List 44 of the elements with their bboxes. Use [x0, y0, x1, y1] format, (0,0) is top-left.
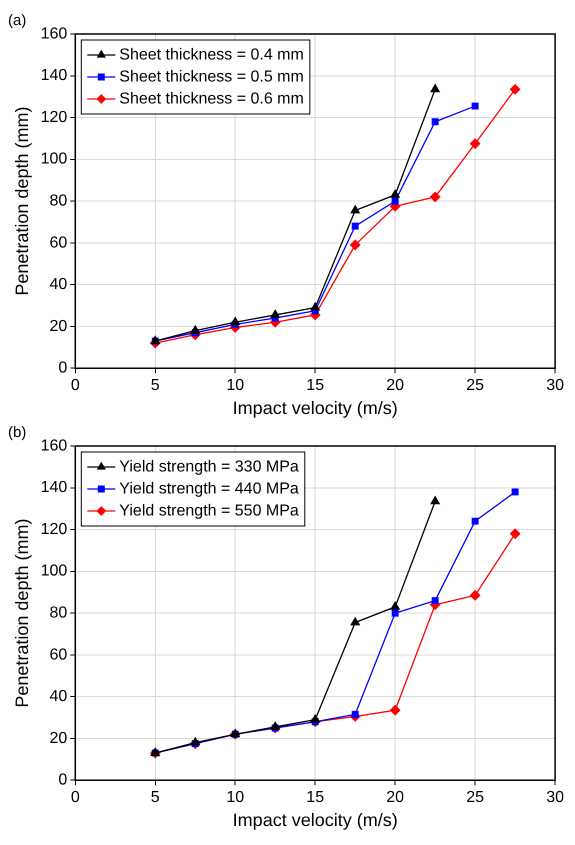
x-tick-label: 30 — [546, 377, 564, 394]
x-tick-label: 25 — [466, 789, 484, 806]
y-axis-title: Penetration depth (mm) — [12, 518, 32, 708]
x-tick-label: 15 — [306, 377, 324, 394]
legend-label: Yield strength = 550 MPa — [119, 502, 299, 520]
y-tick-label: 100 — [40, 150, 68, 168]
y-tick-label: 20 — [50, 318, 68, 335]
x-axis-title: Impact velocity (m/s) — [232, 398, 398, 418]
y-tick-label: 60 — [50, 646, 68, 664]
x-tick-label: 25 — [466, 377, 484, 394]
x-axis-title: Impact velocity (m/s) — [232, 810, 398, 830]
y-tick-label: 160 — [40, 25, 68, 42]
x-tick-label: 20 — [386, 789, 404, 806]
legend-label: Sheet thickness = 0.5 mm — [119, 68, 304, 86]
x-tick-label: 5 — [150, 789, 160, 806]
legend-label: Yield strength = 440 MPa — [119, 480, 299, 498]
y-tick-label: 120 — [40, 108, 68, 126]
y-axis-title: Penetration depth (mm) — [12, 106, 32, 296]
y-tick-label: 140 — [40, 479, 68, 496]
legend-label: Yield strength = 330 MPa — [119, 458, 299, 476]
y-tick-label: 140 — [40, 67, 68, 84]
legend-label: Sheet thickness = 0.6 mm — [119, 90, 304, 108]
y-tick-label: 40 — [50, 276, 68, 294]
y-tick-label: 120 — [40, 520, 68, 538]
x-tick-label: 10 — [226, 789, 244, 806]
chart-title: (a) — [8, 12, 26, 30]
y-tick-label: 80 — [50, 604, 68, 622]
y-tick-label: 100 — [40, 562, 68, 580]
x-tick-label: 15 — [306, 789, 324, 806]
x-tick-label: 0 — [70, 789, 80, 806]
legend-label: Sheet thickness = 0.4 mm — [119, 46, 304, 64]
y-tick-label: 80 — [50, 192, 68, 210]
y-tick-label: 0 — [58, 772, 68, 789]
y-tick-label: 160 — [40, 437, 68, 454]
y-tick-label: 0 — [58, 360, 68, 377]
y-tick-label: 60 — [50, 234, 68, 252]
y-tick-label: 20 — [50, 730, 68, 747]
y-tick-label: 40 — [50, 688, 68, 706]
x-tick-label: 0 — [70, 377, 80, 394]
x-tick-label: 30 — [546, 789, 564, 806]
x-tick-label: 20 — [386, 377, 404, 394]
x-tick-label: 5 — [150, 377, 160, 394]
chart-title: (b) — [8, 424, 26, 442]
x-tick-label: 10 — [226, 377, 244, 394]
